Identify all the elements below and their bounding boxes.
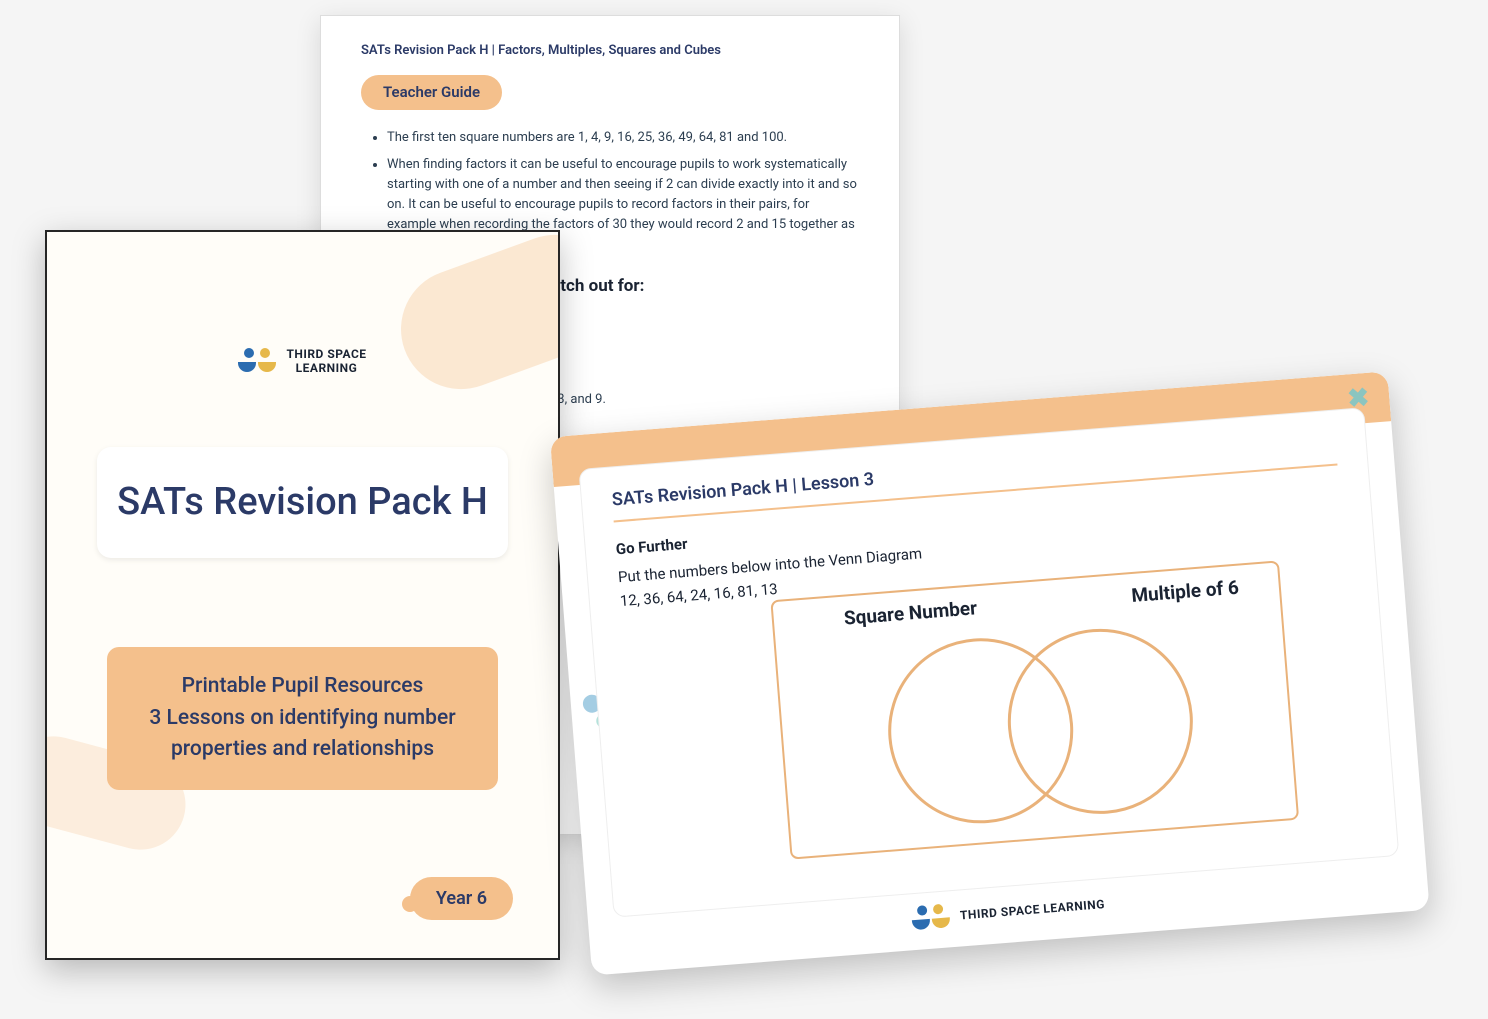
year-badge: Year 6 <box>410 877 513 920</box>
cover-title: SATs Revision Pack H <box>117 477 488 528</box>
cover-subtitle-box: Printable Pupil Resources 3 Lessons on i… <box>107 647 498 790</box>
stage: SATs Revision Pack H | Factors, Multiple… <box>0 0 1488 1019</box>
venn-container: Square Number Multiple of 6 <box>770 560 1299 859</box>
lesson-card: ✖ SATs Revision Pack H | Lesson 3 Go Fur… <box>550 371 1430 975</box>
logo-text: THIRD SPACE LEARNING <box>286 347 366 376</box>
venn-right-label: Multiple of 6 <box>1131 576 1240 607</box>
teacher-guide-badge: Teacher Guide <box>361 75 502 110</box>
cover-subtitle: Printable Pupil Resources 3 Lessons on i… <box>127 671 478 766</box>
cover-title-box: SATs Revision Pack H <box>97 447 508 558</box>
logo-mark-icon <box>911 903 951 932</box>
cover-page: THIRD SPACE LEARNING SATs Revision Pack … <box>45 230 560 960</box>
logo-text: THIRD SPACE LEARNING <box>959 897 1105 923</box>
decor-shape <box>384 230 560 406</box>
logo-mark-icon <box>238 348 276 374</box>
bullet: The first ten square numbers are 1, 4, 9… <box>387 128 859 148</box>
brand-logo: THIRD SPACE LEARNING <box>47 347 558 378</box>
venn-left-label: Square Number <box>843 596 978 629</box>
lesson-body: SATs Revision Pack H | Lesson 3 Go Furth… <box>578 407 1399 917</box>
page-header: SATs Revision Pack H | Factors, Multiple… <box>361 41 859 61</box>
